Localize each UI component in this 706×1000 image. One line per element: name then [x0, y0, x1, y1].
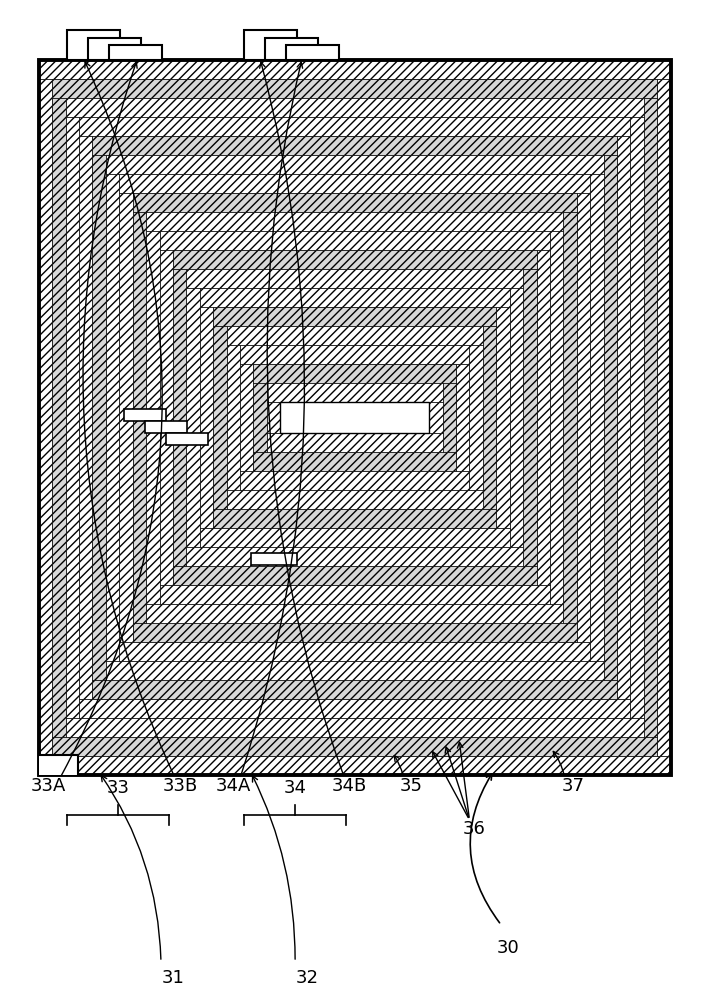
- Bar: [66, 98, 644, 117]
- Bar: [52, 79, 657, 98]
- Bar: [119, 174, 590, 193]
- Bar: [119, 193, 133, 642]
- Bar: [146, 212, 563, 231]
- Text: 33: 33: [107, 779, 130, 797]
- Bar: [186, 288, 200, 547]
- Bar: [39, 60, 671, 775]
- Bar: [240, 471, 469, 490]
- Bar: [563, 212, 577, 623]
- Bar: [160, 250, 173, 585]
- Bar: [213, 326, 227, 509]
- Bar: [244, 30, 297, 60]
- Bar: [92, 680, 617, 699]
- Bar: [253, 364, 456, 383]
- Bar: [265, 38, 318, 60]
- Bar: [483, 326, 496, 509]
- Bar: [39, 60, 671, 775]
- Bar: [186, 269, 523, 288]
- Bar: [124, 409, 166, 421]
- Bar: [133, 623, 577, 642]
- Bar: [92, 136, 617, 155]
- Bar: [66, 117, 79, 718]
- Bar: [253, 452, 456, 471]
- Bar: [523, 269, 537, 566]
- Bar: [227, 490, 483, 509]
- Bar: [39, 79, 52, 756]
- Bar: [604, 155, 617, 680]
- Bar: [200, 528, 510, 547]
- Bar: [52, 98, 66, 737]
- Bar: [133, 212, 146, 623]
- Bar: [52, 737, 657, 756]
- Bar: [186, 547, 523, 566]
- Text: 32: 32: [296, 969, 318, 987]
- Bar: [39, 755, 78, 775]
- Text: 37: 37: [562, 777, 585, 795]
- Text: 36: 36: [463, 820, 486, 838]
- Bar: [537, 250, 550, 585]
- Bar: [213, 307, 496, 326]
- Bar: [39, 756, 671, 775]
- Bar: [109, 45, 162, 60]
- Bar: [240, 364, 253, 471]
- Bar: [590, 174, 604, 661]
- Bar: [550, 231, 563, 604]
- Bar: [173, 269, 186, 566]
- Bar: [267, 402, 280, 433]
- Bar: [88, 38, 141, 60]
- Bar: [577, 193, 590, 642]
- Text: 34A: 34A: [215, 777, 251, 795]
- Bar: [510, 288, 523, 547]
- Bar: [106, 661, 604, 680]
- Bar: [267, 383, 443, 402]
- Bar: [146, 231, 160, 604]
- Bar: [39, 60, 671, 79]
- Bar: [443, 383, 456, 452]
- Bar: [227, 345, 240, 490]
- Text: 30: 30: [497, 939, 520, 957]
- Text: 35: 35: [400, 777, 422, 795]
- Bar: [267, 433, 443, 452]
- Bar: [79, 117, 630, 136]
- Bar: [119, 642, 590, 661]
- Bar: [67, 30, 120, 60]
- Bar: [79, 699, 630, 718]
- Bar: [173, 250, 537, 269]
- Bar: [92, 155, 106, 680]
- Bar: [657, 79, 671, 756]
- Text: 31: 31: [162, 969, 184, 987]
- Text: 33A: 33A: [30, 777, 66, 795]
- Bar: [280, 402, 429, 433]
- Bar: [145, 421, 187, 433]
- Bar: [79, 136, 92, 699]
- Bar: [469, 345, 483, 490]
- Text: 34: 34: [283, 779, 306, 797]
- Bar: [160, 231, 550, 250]
- Text: 33B: 33B: [162, 777, 198, 795]
- Bar: [146, 604, 563, 623]
- Bar: [227, 326, 483, 345]
- Bar: [240, 345, 469, 364]
- Bar: [200, 288, 510, 307]
- Bar: [166, 433, 208, 445]
- Bar: [106, 155, 604, 174]
- Text: 34B: 34B: [332, 777, 367, 795]
- Bar: [617, 136, 630, 699]
- Bar: [251, 553, 297, 565]
- Bar: [106, 174, 119, 661]
- Bar: [213, 509, 496, 528]
- Bar: [286, 45, 339, 60]
- Bar: [66, 718, 644, 737]
- Bar: [644, 98, 657, 737]
- Bar: [630, 117, 644, 718]
- Bar: [496, 307, 510, 528]
- Bar: [253, 383, 267, 452]
- Bar: [429, 402, 443, 433]
- Bar: [133, 193, 577, 212]
- Bar: [456, 364, 469, 471]
- Bar: [200, 307, 213, 528]
- Bar: [173, 566, 537, 585]
- Bar: [160, 585, 550, 604]
